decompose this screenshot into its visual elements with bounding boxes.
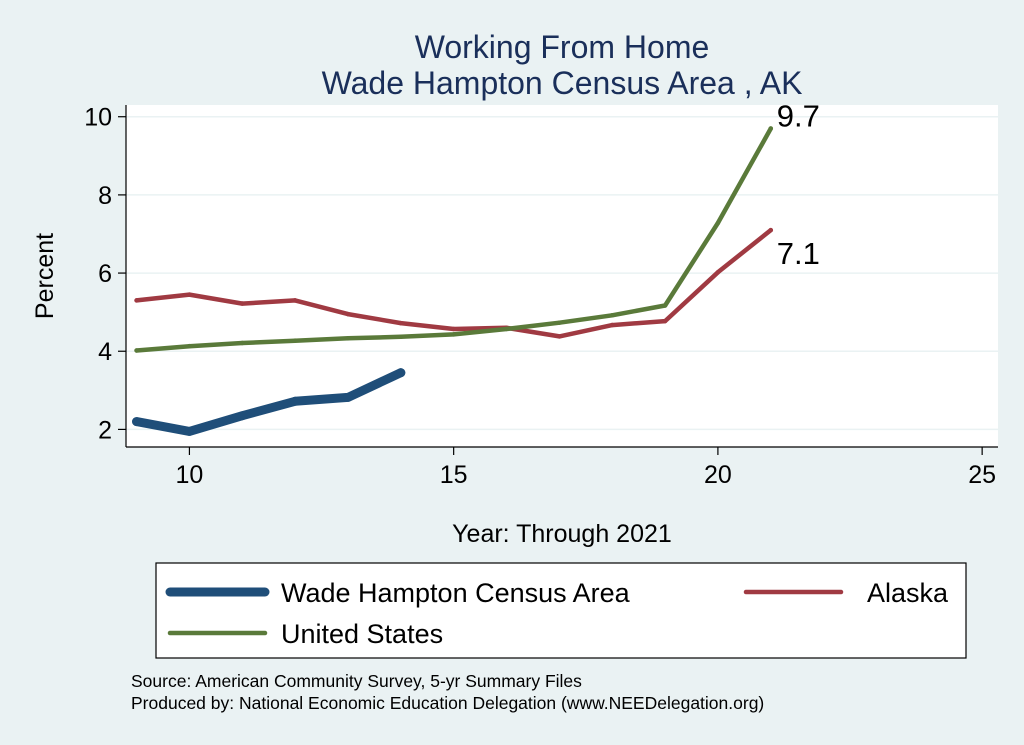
end-label-united-states: 9.7 [777,98,820,133]
plot-area [126,105,998,447]
data-point-united-states-10 [187,343,192,349]
x-tick-label-20: 20 [704,461,732,489]
data-point-united-states-17 [557,320,562,325]
data-point-united-states-9 [134,348,139,353]
end-label-alaska: 7.1 [777,236,820,271]
data-point-alaska-9 [134,298,139,303]
data-point-alaska-12 [292,298,298,303]
data-point-united-states-14 [398,334,404,340]
data-point-alaska-17 [557,334,562,339]
y-tick-label-10: 10 [84,104,112,132]
chart-title-line-2: Wade Hampton Census Area , AK [322,65,803,101]
y-tick-label-4: 4 [98,338,112,366]
data-point-alaska-11 [240,301,245,306]
y-tick-label-2: 2 [98,416,112,444]
data-point-wade-hampton-census-area-9 [132,417,142,427]
legend-label-wade-hampton-census-area: Wade Hampton Census Area [281,578,631,608]
data-point-united-states-20 [715,220,721,226]
data-point-united-states-15 [451,332,456,337]
series-line-wade-hampton-census-area [132,368,406,436]
x-tick-label-10: 10 [176,461,204,489]
x-axis-title: Year: Through 2021 [452,520,672,548]
data-point-united-states-12 [292,338,298,343]
x-tick-label-25: 25 [968,461,996,489]
data-point-alaska-20 [715,270,721,275]
x-tick-label-15: 15 [440,461,468,489]
data-point-united-states-21 [768,126,774,131]
legend-label-united-states: United States [281,619,443,649]
data-point-alaska-21 [768,227,774,233]
legend-box [155,562,967,659]
end-labels: 7.1 9.7 [777,98,820,271]
y-tick-label-8: 8 [98,182,112,210]
data-point-united-states-13 [345,336,351,341]
data-point-united-states-11 [240,340,245,346]
y-tick-label-6: 6 [98,260,112,288]
data-point-alaska-13 [345,311,351,317]
data-point-alaska-15 [451,326,456,332]
data-point-wade-hampton-census-area-10 [184,426,194,436]
gridlines [126,115,998,431]
source-line-2: Produced by: National Economic Education… [131,693,764,713]
axes: 2 4 6 8 10 10 15 20 25 [84,104,998,489]
data-point-wade-hampton-census-area-14 [396,368,406,378]
series-lines [132,126,774,436]
data-point-united-states-19 [662,303,668,308]
data-point-united-states-18 [609,313,615,318]
data-point-alaska-18 [609,322,615,328]
data-point-wade-hampton-census-area-12 [290,396,300,406]
data-point-alaska-10 [187,292,192,297]
legend: Wade Hampton Census Area Alaska United Sta… [165,578,949,649]
y-axis-title: Percent [31,233,59,319]
data-point-united-states-16 [504,326,509,332]
data-point-alaska-14 [398,320,404,326]
source-line-1: Source: American Community Survey, 5-yr … [131,671,582,691]
data-point-wade-hampton-census-area-11 [237,411,247,421]
data-point-wade-hampton-census-area-13 [343,392,353,402]
data-point-alaska-19 [662,318,668,324]
chart-title-line-1: Working From Home [415,29,710,65]
legend-label-alaska: Alaska [867,578,949,608]
